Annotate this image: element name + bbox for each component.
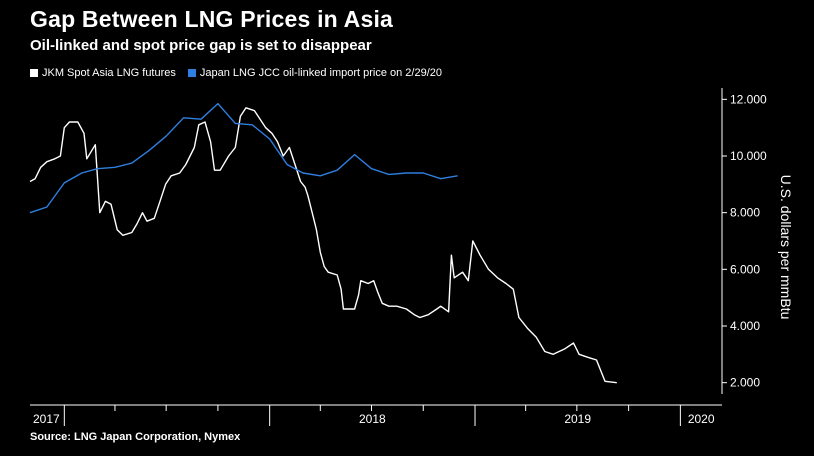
x-tick-label: 2018: [359, 412, 386, 426]
x-tick-label: 2020: [688, 412, 715, 426]
legend-label-spot: JKM Spot Asia LNG futures: [42, 67, 176, 79]
chart-subtitle: Oil-linked and spot price gap is set to …: [30, 37, 372, 54]
x-tick-label: 2017: [33, 412, 60, 426]
y-tick-label: 2.000: [730, 376, 760, 390]
series-line-spot: [29, 107, 617, 384]
legend-item-jcc: Japan LNG JCC oil-linked import price on…: [187, 67, 443, 79]
y-tick-label: 12.000: [730, 92, 767, 106]
x-tick-label: 2019: [564, 412, 591, 426]
chart-title: Gap Between LNG Prices in Asia: [30, 6, 394, 32]
y-tick-label: 8.000: [730, 206, 760, 220]
y-tick-label: 10.000: [730, 149, 767, 163]
series-line-jcc: [29, 102, 458, 214]
y-axis-label: U.S. dollars per mmBtu: [778, 175, 794, 320]
legend: JKM Spot Asia LNG futures Japan LNG JCC …: [30, 67, 454, 79]
legend-item-spot: JKM Spot Asia LNG futures: [30, 67, 176, 79]
source-note: Source: LNG Japan Corporation, Nymex: [30, 431, 241, 443]
series-layer: [29, 102, 617, 384]
ticks-layer: 2.000 4.000 6.000 8.000 10.000 12.000 2017 2018…: [30, 88, 767, 426]
y-tick-label: 4.000: [730, 319, 760, 333]
y-tick-label: 6.000: [730, 262, 760, 276]
legend-swatch-spot: [30, 69, 38, 77]
legend-label-jcc: Japan LNG JCC oil-linked import price on…: [199, 67, 443, 79]
legend-swatch-jcc: [187, 69, 196, 77]
